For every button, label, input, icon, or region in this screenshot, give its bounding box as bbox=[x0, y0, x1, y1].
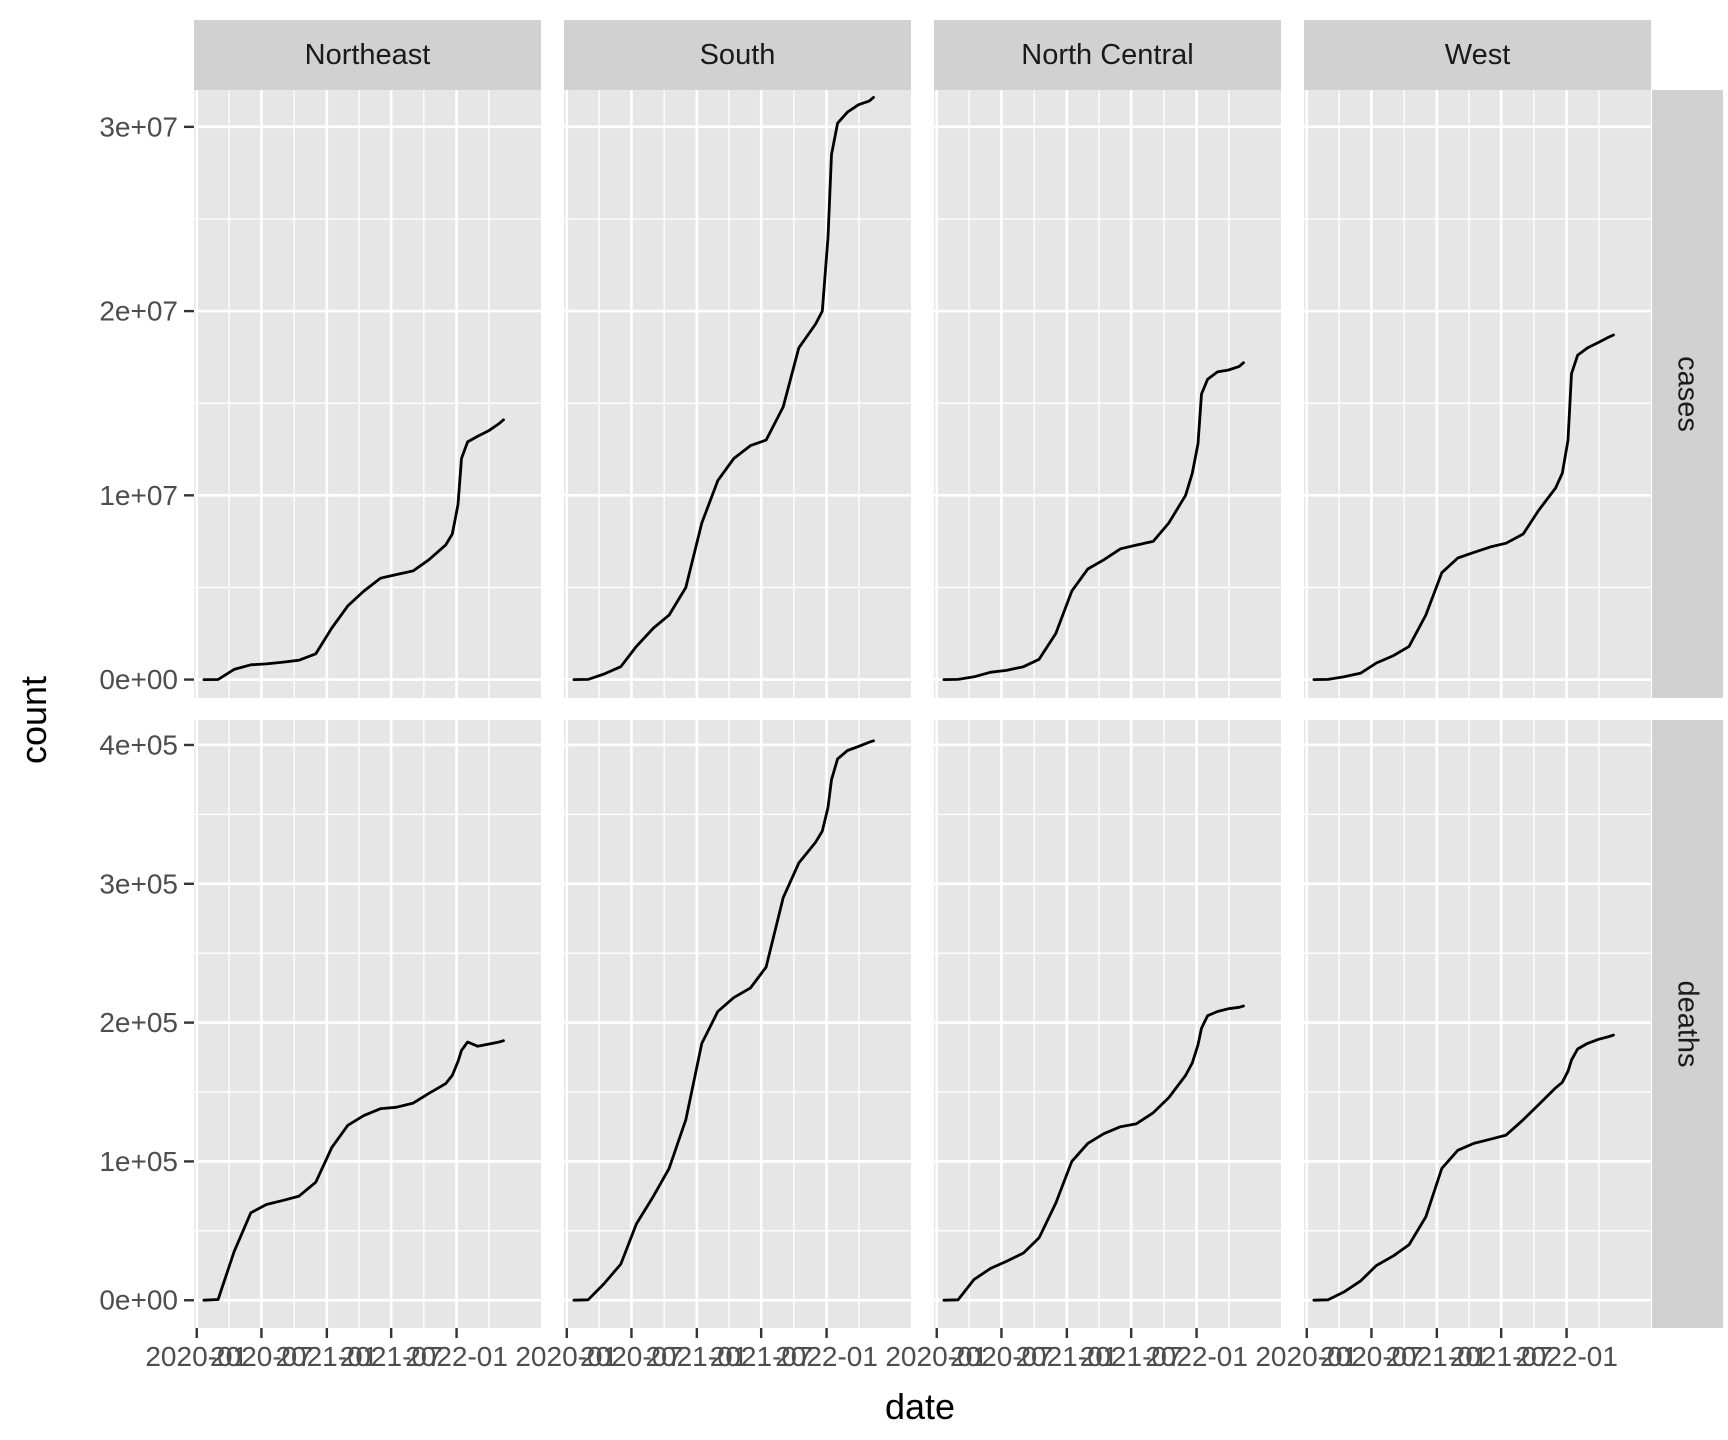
series-line-cases-northeast bbox=[202, 418, 505, 681]
column-strip-south: South bbox=[564, 20, 911, 90]
panel-cases-north-central bbox=[934, 90, 1281, 698]
series-line-deaths-north-central bbox=[942, 1004, 1245, 1302]
panel-cases-west bbox=[1304, 90, 1651, 698]
x-tick-label: 2021-01 bbox=[275, 1341, 378, 1372]
x-tick-label: 2020-01 bbox=[515, 1341, 618, 1372]
column-strip-label: Northeast bbox=[305, 39, 431, 71]
strips-layer: cases deaths Northeast South North Central We… bbox=[194, 20, 1723, 1328]
column-strip-west: West bbox=[1304, 20, 1651, 90]
panel-deaths-south bbox=[564, 720, 911, 1328]
x-tick-label: 2020-01 bbox=[885, 1341, 988, 1372]
x-tick-label: 2021-07 bbox=[710, 1341, 813, 1372]
panels-layer bbox=[194, 90, 1651, 1328]
y-tick-label: 0e+00 bbox=[99, 1285, 178, 1316]
y-tick-label: 2e+05 bbox=[99, 1007, 178, 1038]
x-tick-label: 2020-07 bbox=[210, 1341, 313, 1372]
x-tick-label: 2021-01 bbox=[645, 1341, 748, 1372]
series-line-cases-south bbox=[572, 96, 875, 681]
x-tick-label: 2022-01 bbox=[405, 1341, 508, 1372]
y-tick-label: 3e+07 bbox=[99, 111, 178, 142]
column-strip-label: North Central bbox=[1021, 39, 1193, 71]
panel-background bbox=[934, 720, 1281, 1328]
y-tick-label: 2e+07 bbox=[99, 296, 178, 327]
y-tick-label: 3e+05 bbox=[99, 868, 178, 899]
series-line-cases-west bbox=[1312, 333, 1615, 681]
row-strip-background bbox=[1652, 720, 1723, 1328]
y-tick-label: 1e+05 bbox=[99, 1146, 178, 1177]
panel-background bbox=[194, 720, 541, 1328]
series-line-deaths-west bbox=[1312, 1033, 1615, 1302]
x-tick-label: 2021-07 bbox=[1080, 1341, 1183, 1372]
column-strip-background bbox=[934, 20, 1281, 90]
panel-background bbox=[1304, 90, 1651, 698]
x-tick-label: 2021-01 bbox=[1015, 1341, 1118, 1372]
panel-deaths-northeast bbox=[194, 720, 541, 1328]
y-axis-layer: 0e+00 1e+07 2e+07 3e+07 0e+00 1e+05 2e+05 3e+05… bbox=[99, 111, 194, 1316]
x-tick-label: 2020-07 bbox=[950, 1341, 1053, 1372]
row-strip-deaths: deaths bbox=[1652, 720, 1723, 1328]
column-strip-background bbox=[194, 20, 541, 90]
series-line-cases-north-central bbox=[942, 361, 1245, 681]
panel-background bbox=[934, 90, 1281, 698]
x-tick-label: 2021-07 bbox=[340, 1341, 443, 1372]
series-line-deaths-south bbox=[572, 739, 875, 1302]
column-strip-background bbox=[1304, 20, 1651, 90]
y-tick-label: 0e+00 bbox=[99, 664, 178, 695]
x-tick-label: 2020-07 bbox=[580, 1341, 683, 1372]
column-strip-northeast: Northeast bbox=[194, 20, 541, 90]
row-strip-background bbox=[1652, 90, 1723, 698]
panel-background bbox=[564, 90, 911, 698]
x-tick-label: 2020-01 bbox=[1255, 1341, 1358, 1372]
row-strip-cases: cases bbox=[1652, 90, 1723, 698]
panel-background bbox=[194, 90, 541, 698]
x-axis-title: date bbox=[885, 1386, 955, 1427]
panel-background bbox=[1304, 720, 1651, 1328]
y-tick-label: 1e+07 bbox=[99, 480, 178, 511]
panel-background bbox=[564, 720, 911, 1328]
y-axis-title: count bbox=[13, 676, 54, 764]
panel-cases-northeast bbox=[194, 90, 541, 698]
column-strip-label: South bbox=[700, 39, 776, 71]
x-tick-label: 2022-01 bbox=[1145, 1341, 1248, 1372]
x-tick-label: 2021-07 bbox=[1450, 1341, 1553, 1372]
x-tick-label: 2022-01 bbox=[775, 1341, 878, 1372]
x-tick-label: 2020-07 bbox=[1320, 1341, 1423, 1372]
series-line-deaths-northeast bbox=[202, 1039, 505, 1302]
panel-deaths-north-central bbox=[934, 720, 1281, 1328]
column-strip-north-central: North Central bbox=[934, 20, 1281, 90]
column-strip-background bbox=[564, 20, 911, 90]
panel-cases-south bbox=[564, 90, 911, 698]
column-strip-label: West bbox=[1445, 39, 1511, 71]
x-tick-label: 2021-01 bbox=[1385, 1341, 1488, 1372]
x-tick-label: 2020-01 bbox=[145, 1341, 248, 1372]
y-tick-label: 4e+05 bbox=[99, 729, 178, 760]
panel-deaths-west bbox=[1304, 720, 1651, 1328]
row-strip-label: cases bbox=[1672, 356, 1704, 432]
row-strip-label: deaths bbox=[1672, 980, 1704, 1067]
x-tick-label: 2022-01 bbox=[1515, 1341, 1618, 1372]
